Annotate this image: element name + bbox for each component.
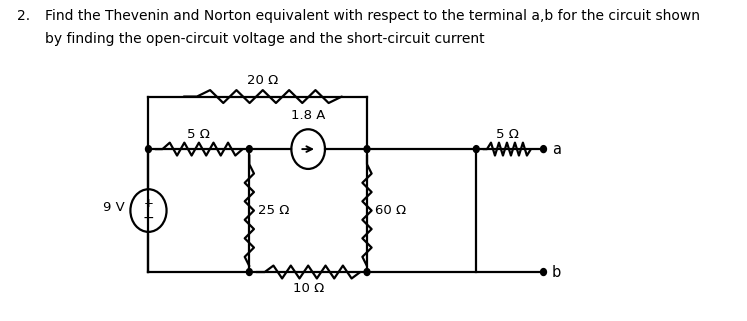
Text: +: +: [143, 197, 153, 210]
Text: 20 Ω: 20 Ω: [247, 74, 279, 87]
Circle shape: [247, 269, 252, 275]
Circle shape: [364, 146, 370, 152]
Text: 5 Ω: 5 Ω: [495, 128, 518, 141]
Circle shape: [474, 146, 480, 152]
Text: 5 Ω: 5 Ω: [187, 128, 211, 141]
Text: 25 Ω: 25 Ω: [258, 204, 289, 217]
Text: by finding the open-circuit voltage and the short-circuit current: by finding the open-circuit voltage and …: [45, 32, 485, 46]
Circle shape: [541, 146, 547, 152]
Circle shape: [541, 269, 547, 275]
Circle shape: [247, 146, 252, 152]
Text: b: b: [552, 265, 561, 280]
Text: −: −: [143, 211, 155, 225]
Text: 10 Ω: 10 Ω: [293, 282, 323, 295]
Text: Find the Thevenin and Norton equivalent with respect to the terminal a,b for the: Find the Thevenin and Norton equivalent …: [45, 9, 700, 23]
Circle shape: [364, 269, 370, 275]
Text: 2.: 2.: [16, 9, 30, 23]
Text: a: a: [552, 142, 561, 157]
Text: 1.8 A: 1.8 A: [291, 109, 326, 122]
Circle shape: [146, 146, 152, 152]
Text: 9 V: 9 V: [103, 201, 125, 214]
Text: 60 Ω: 60 Ω: [376, 204, 406, 217]
